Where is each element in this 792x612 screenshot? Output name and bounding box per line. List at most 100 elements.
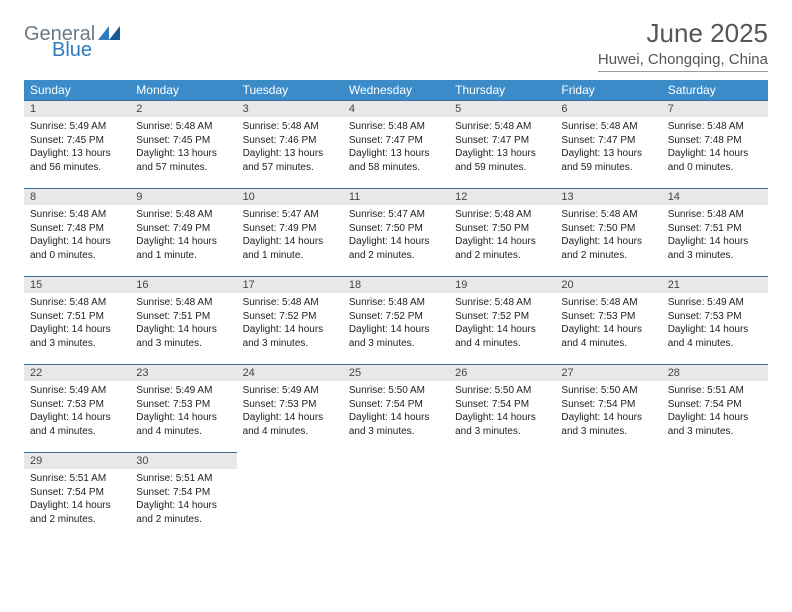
sunset-text: Sunset: 7:54 PM [30,486,124,500]
sunrise-text: Sunrise: 5:49 AM [30,120,124,134]
day-content: Sunrise: 5:48 AMSunset: 7:47 PMDaylight:… [555,117,661,180]
sunrise-text: Sunrise: 5:47 AM [243,208,337,222]
sunset-text: Sunset: 7:52 PM [455,310,549,324]
day-content: Sunrise: 5:49 AMSunset: 7:53 PMDaylight:… [662,293,768,356]
day-number: 6 [555,101,661,117]
calendar-day-cell: 2Sunrise: 5:48 AMSunset: 7:45 PMDaylight… [130,101,236,189]
sunset-text: Sunset: 7:47 PM [349,134,443,148]
day-content: Sunrise: 5:48 AMSunset: 7:51 PMDaylight:… [130,293,236,356]
daylight-text: Daylight: 13 hours and 59 minutes. [561,147,655,174]
day-number: 19 [449,277,555,293]
day-number: 18 [343,277,449,293]
calendar-day-cell: 22Sunrise: 5:49 AMSunset: 7:53 PMDayligh… [24,365,130,453]
calendar-day-cell: 29Sunrise: 5:51 AMSunset: 7:54 PMDayligh… [24,453,130,541]
sunrise-text: Sunrise: 5:48 AM [455,120,549,134]
daylight-text: Daylight: 14 hours and 3 minutes. [455,411,549,438]
calendar-week: 15Sunrise: 5:48 AMSunset: 7:51 PMDayligh… [24,277,768,365]
sunrise-text: Sunrise: 5:51 AM [30,472,124,486]
daylight-text: Daylight: 13 hours and 57 minutes. [243,147,337,174]
daylight-text: Daylight: 14 hours and 0 minutes. [668,147,762,174]
day-number: 21 [662,277,768,293]
day-number: 28 [662,365,768,381]
calendar-day-cell [449,453,555,541]
day-number: 4 [343,101,449,117]
day-content: Sunrise: 5:49 AMSunset: 7:53 PMDaylight:… [237,381,343,444]
sunrise-text: Sunrise: 5:51 AM [668,384,762,398]
header: GeneralBlue June 2025 Huwei, Chongqing, … [24,18,768,72]
brand-blue: Blue [52,40,120,60]
sunset-text: Sunset: 7:49 PM [243,222,337,236]
daylight-text: Daylight: 14 hours and 2 minutes. [136,499,230,526]
sunset-text: Sunset: 7:52 PM [243,310,337,324]
sunrise-text: Sunrise: 5:49 AM [136,384,230,398]
sunrise-text: Sunrise: 5:49 AM [30,384,124,398]
day-number: 1 [24,101,130,117]
sunset-text: Sunset: 7:49 PM [136,222,230,236]
sunset-text: Sunset: 7:45 PM [136,134,230,148]
daylight-text: Daylight: 14 hours and 1 minute. [136,235,230,262]
day-content: Sunrise: 5:48 AMSunset: 7:45 PMDaylight:… [130,117,236,180]
day-number: 3 [237,101,343,117]
sunrise-text: Sunrise: 5:48 AM [561,296,655,310]
day-number: 13 [555,189,661,205]
calendar-day-cell: 9Sunrise: 5:48 AMSunset: 7:49 PMDaylight… [130,189,236,277]
day-content: Sunrise: 5:48 AMSunset: 7:47 PMDaylight:… [343,117,449,180]
calendar-day-cell: 26Sunrise: 5:50 AMSunset: 7:54 PMDayligh… [449,365,555,453]
calendar-day-cell: 21Sunrise: 5:49 AMSunset: 7:53 PMDayligh… [662,277,768,365]
weekday-header: Wednesday [343,80,449,101]
day-number: 5 [449,101,555,117]
day-content: Sunrise: 5:49 AMSunset: 7:53 PMDaylight:… [24,381,130,444]
calendar-day-cell: 10Sunrise: 5:47 AMSunset: 7:49 PMDayligh… [237,189,343,277]
day-content: Sunrise: 5:51 AMSunset: 7:54 PMDaylight:… [130,469,236,532]
weekday-header: Friday [555,80,661,101]
day-number: 14 [662,189,768,205]
sunrise-text: Sunrise: 5:48 AM [561,120,655,134]
calendar-week: 22Sunrise: 5:49 AMSunset: 7:53 PMDayligh… [24,365,768,453]
calendar-day-cell: 15Sunrise: 5:48 AMSunset: 7:51 PMDayligh… [24,277,130,365]
sunrise-text: Sunrise: 5:48 AM [668,120,762,134]
day-number: 16 [130,277,236,293]
day-content: Sunrise: 5:50 AMSunset: 7:54 PMDaylight:… [449,381,555,444]
daylight-text: Daylight: 13 hours and 56 minutes. [30,147,124,174]
day-content: Sunrise: 5:51 AMSunset: 7:54 PMDaylight:… [24,469,130,532]
sunset-text: Sunset: 7:47 PM [561,134,655,148]
sunrise-text: Sunrise: 5:47 AM [349,208,443,222]
daylight-text: Daylight: 13 hours and 58 minutes. [349,147,443,174]
calendar-day-cell: 6Sunrise: 5:48 AMSunset: 7:47 PMDaylight… [555,101,661,189]
sunset-text: Sunset: 7:53 PM [243,398,337,412]
sunset-text: Sunset: 7:46 PM [243,134,337,148]
daylight-text: Daylight: 13 hours and 57 minutes. [136,147,230,174]
sunrise-text: Sunrise: 5:48 AM [30,208,124,222]
calendar-day-cell: 20Sunrise: 5:48 AMSunset: 7:53 PMDayligh… [555,277,661,365]
calendar-day-cell [662,453,768,541]
calendar-day-cell [237,453,343,541]
calendar-week: 8Sunrise: 5:48 AMSunset: 7:48 PMDaylight… [24,189,768,277]
calendar-day-cell: 27Sunrise: 5:50 AMSunset: 7:54 PMDayligh… [555,365,661,453]
sunset-text: Sunset: 7:54 PM [668,398,762,412]
sunset-text: Sunset: 7:50 PM [561,222,655,236]
calendar-day-cell: 18Sunrise: 5:48 AMSunset: 7:52 PMDayligh… [343,277,449,365]
sunset-text: Sunset: 7:50 PM [455,222,549,236]
day-number: 10 [237,189,343,205]
location-label: Huwei, Chongqing, China [598,51,768,72]
sunset-text: Sunset: 7:47 PM [455,134,549,148]
daylight-text: Daylight: 14 hours and 3 minutes. [349,411,443,438]
weekday-header: Sunday [24,80,130,101]
day-content: Sunrise: 5:48 AMSunset: 7:49 PMDaylight:… [130,205,236,268]
daylight-text: Daylight: 14 hours and 2 minutes. [455,235,549,262]
day-number: 25 [343,365,449,381]
day-content: Sunrise: 5:47 AMSunset: 7:50 PMDaylight:… [343,205,449,268]
day-number: 26 [449,365,555,381]
day-number: 29 [24,453,130,469]
calendar-day-cell: 19Sunrise: 5:48 AMSunset: 7:52 PMDayligh… [449,277,555,365]
brand-logo: GeneralBlue [24,24,120,60]
daylight-text: Daylight: 14 hours and 3 minutes. [243,323,337,350]
day-content: Sunrise: 5:49 AMSunset: 7:53 PMDaylight:… [130,381,236,444]
day-number: 20 [555,277,661,293]
daylight-text: Daylight: 14 hours and 3 minutes. [668,235,762,262]
month-title: June 2025 [598,18,768,49]
calendar-day-cell: 4Sunrise: 5:48 AMSunset: 7:47 PMDaylight… [343,101,449,189]
calendar-day-cell: 28Sunrise: 5:51 AMSunset: 7:54 PMDayligh… [662,365,768,453]
day-content: Sunrise: 5:49 AMSunset: 7:45 PMDaylight:… [24,117,130,180]
sunset-text: Sunset: 7:54 PM [349,398,443,412]
